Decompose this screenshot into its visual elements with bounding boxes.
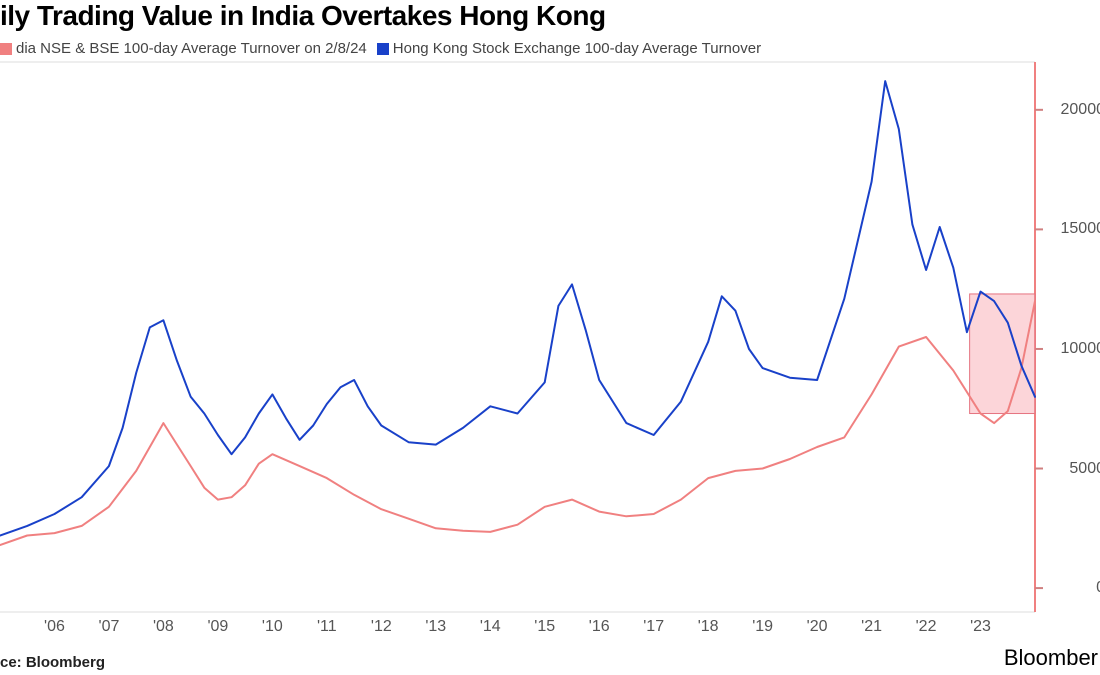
x-tick-label: '19 — [752, 618, 773, 636]
x-tick-label: '21 — [861, 618, 882, 636]
y-tick-label: 0 — [1096, 579, 1100, 597]
plot-area — [0, 62, 1035, 612]
x-tick-label: '10 — [262, 618, 283, 636]
x-tick-label: '08 — [153, 618, 174, 636]
plot-svg — [0, 62, 1035, 612]
x-tick-label: '22 — [916, 618, 937, 636]
x-tick-label: '07 — [99, 618, 120, 636]
y-axis-ticks: 0 5000 10000 15000 20000 — [1045, 62, 1100, 612]
legend: dia NSE & BSE 100-day Average Turnover o… — [0, 40, 761, 57]
legend-label-hongkong: Hong Kong Stock Exchange 100-day Average… — [393, 40, 761, 57]
x-axis-ticks: '06 '07 '08 '09 '10 '11 '12 '13 '14 '15 '16 '17 '18 '… — [0, 618, 1035, 638]
x-tick-label: '18 — [698, 618, 719, 636]
x-tick-label: '15 — [534, 618, 555, 636]
x-tick-label: '17 — [643, 618, 664, 636]
x-tick-label: '16 — [589, 618, 610, 636]
x-tick-label: '20 — [807, 618, 828, 636]
series-line-india — [0, 301, 1035, 545]
legend-item-hongkong: Hong Kong Stock Exchange 100-day Average… — [377, 40, 761, 57]
x-tick-label: '09 — [207, 618, 228, 636]
y-tick-label: 5000 — [1069, 460, 1100, 478]
y-tick-label: 15000 — [1061, 220, 1100, 238]
x-tick-label: '14 — [480, 618, 501, 636]
x-tick-label: '06 — [44, 618, 65, 636]
y-tick-label: 10000 — [1061, 340, 1100, 358]
source-attribution: ce: Bloomberg — [0, 654, 105, 671]
brand-logo: Bloomber — [1004, 645, 1098, 671]
legend-label-india: dia NSE & BSE 100-day Average Turnover o… — [16, 40, 367, 57]
legend-item-india: dia NSE & BSE 100-day Average Turnover o… — [0, 40, 367, 57]
legend-swatch-india — [0, 43, 12, 55]
x-tick-label: '13 — [425, 618, 446, 636]
legend-swatch-hongkong — [377, 43, 389, 55]
x-tick-label: '12 — [371, 618, 392, 636]
y-tick-label: 20000 — [1061, 101, 1100, 119]
x-tick-label: '23 — [970, 618, 991, 636]
x-tick-label: '11 — [317, 618, 337, 636]
chart-title: ily Trading Value in India Overtakes Hon… — [0, 0, 606, 32]
series-line-hongkong — [0, 81, 1035, 535]
